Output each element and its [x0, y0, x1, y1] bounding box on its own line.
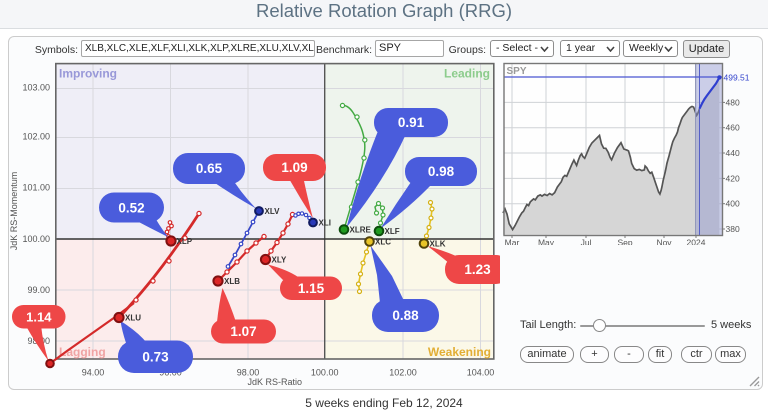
svg-text:440: 440 — [726, 148, 740, 158]
svg-text:XLC: XLC — [375, 238, 391, 247]
svg-text:XLI: XLI — [319, 219, 331, 228]
svg-text:1.15: 1.15 — [298, 281, 325, 296]
svg-text:Weakening: Weakening — [428, 345, 491, 359]
svg-text:Leading: Leading — [444, 67, 490, 81]
svg-text:102.00: 102.00 — [22, 132, 50, 142]
svg-text:XLF: XLF — [385, 227, 400, 236]
svg-text:0.91: 0.91 — [398, 115, 425, 130]
svg-text:0.98: 0.98 — [428, 164, 455, 179]
svg-text:499.51: 499.51 — [724, 72, 750, 82]
svg-text:1.07: 1.07 — [230, 324, 256, 339]
svg-text:JdK RS-Momentum: JdK RS-Momentum — [9, 172, 19, 251]
svg-text:0.88: 0.88 — [392, 308, 419, 323]
svg-text:94.00: 94.00 — [82, 368, 105, 378]
svg-text:2024: 2024 — [687, 238, 706, 246]
svg-text:98.00: 98.00 — [237, 368, 260, 378]
svg-text:XLRE: XLRE — [350, 226, 372, 235]
svg-text:0.65: 0.65 — [196, 161, 223, 176]
svg-text:May: May — [538, 238, 555, 246]
svg-text:SPY: SPY — [507, 66, 527, 77]
svg-text:0.52: 0.52 — [118, 201, 144, 216]
svg-text:104.00: 104.00 — [467, 368, 495, 378]
svg-text:XLB: XLB — [224, 277, 240, 286]
svg-text:420: 420 — [726, 173, 740, 183]
svg-text:Nov: Nov — [656, 238, 672, 246]
svg-text:Mar: Mar — [505, 238, 520, 246]
svg-text:102.00: 102.00 — [389, 368, 417, 378]
svg-text:100.00: 100.00 — [22, 234, 50, 244]
svg-text:100.00: 100.00 — [311, 368, 339, 378]
svg-text:103.00: 103.00 — [22, 83, 50, 93]
svg-text:Jul: Jul — [581, 238, 592, 246]
svg-text:Improving: Improving — [59, 67, 117, 81]
svg-text:99.00: 99.00 — [27, 285, 50, 295]
svg-text:1.23: 1.23 — [464, 262, 491, 277]
svg-text:JdK RS-Ratio: JdK RS-Ratio — [248, 377, 303, 387]
svg-text:460: 460 — [726, 123, 740, 133]
svg-text:380: 380 — [726, 224, 740, 234]
svg-text:XLP: XLP — [177, 237, 193, 246]
svg-text:1.14: 1.14 — [26, 310, 52, 325]
svg-text:0.73: 0.73 — [142, 350, 169, 365]
svg-text:XLY: XLY — [272, 256, 287, 265]
svg-text:XLK: XLK — [430, 240, 446, 249]
svg-text:XLU: XLU — [125, 314, 141, 323]
svg-text:101.00: 101.00 — [22, 183, 50, 193]
svg-text:480: 480 — [726, 97, 740, 107]
svg-text:XLV: XLV — [265, 207, 281, 216]
svg-text:400: 400 — [726, 199, 740, 209]
svg-text:1.09: 1.09 — [281, 160, 307, 175]
svg-text:Sep: Sep — [617, 238, 632, 246]
